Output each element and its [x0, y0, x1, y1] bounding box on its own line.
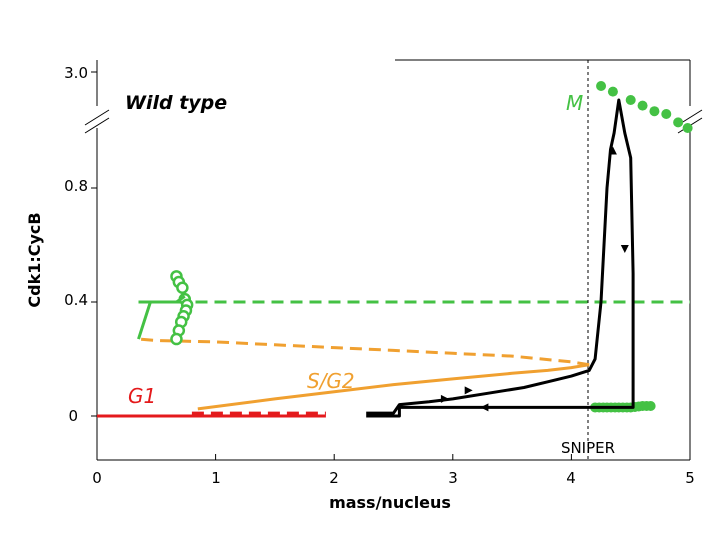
data-point: [607, 86, 618, 97]
x-tick-label: 5: [685, 469, 695, 487]
g1-label: G1: [128, 384, 156, 408]
x-tick-label: 4: [566, 469, 576, 487]
trajectory-arrow: [440, 394, 449, 403]
x-tick-label: 2: [329, 469, 339, 487]
data-point: [673, 117, 684, 128]
axis-break-mark-left-2: [84, 117, 110, 134]
y-tick-label: 0: [68, 407, 78, 425]
tick-labels: 0 1 2 3 4 5 0 0.4 0.8 3.0: [64, 64, 695, 487]
series-line: [137, 295, 186, 340]
plot-frame: [84, 59, 703, 461]
series-line: [138, 337, 590, 367]
trajectory-arrow: [620, 245, 629, 253]
y-tick-label: 0.8: [64, 177, 88, 195]
trajectory-arrow: [480, 403, 489, 412]
tick-marks: [91, 71, 691, 460]
trajectory-arrow: [464, 386, 473, 395]
x-tick-label: 1: [211, 469, 221, 487]
data-point: [661, 109, 672, 119]
data-point: [170, 332, 183, 346]
series-line: [197, 363, 590, 411]
series-layer: [97, 81, 693, 418]
sg2-label: S/G2: [307, 369, 355, 393]
sniper-label: SNIPER: [561, 439, 615, 457]
data-point: [596, 81, 607, 91]
x-tick-label: 3: [448, 469, 458, 487]
m-label: M: [566, 91, 583, 115]
chart-title: Wild type: [125, 92, 227, 114]
y-axis-label: Cdk1:CycB: [25, 212, 44, 307]
series-line: [366, 98, 635, 418]
data-point: [649, 106, 660, 117]
x-axis-label: mass/nucleus: [329, 493, 451, 512]
data-point: [645, 401, 656, 412]
y-tick-label: 0.4: [64, 291, 88, 309]
axis-break-mark-left-1: [84, 109, 110, 126]
data-point: [176, 281, 189, 294]
trajectory-arrow: [608, 146, 617, 155]
data-point: [682, 123, 693, 133]
data-point: [625, 95, 636, 105]
y-tick-label: 3.0: [64, 64, 88, 82]
x-tick-label: 0: [92, 469, 102, 487]
data-point: [637, 100, 648, 111]
